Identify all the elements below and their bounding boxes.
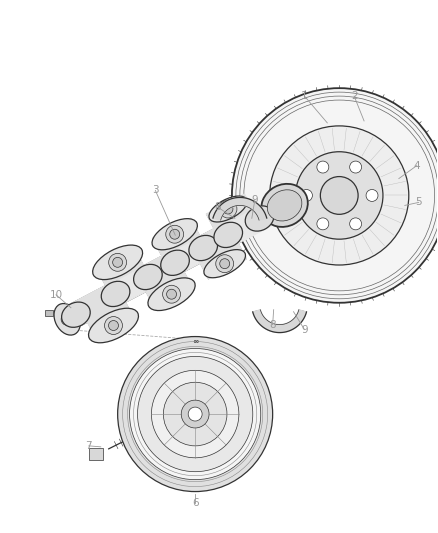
- Circle shape: [113, 257, 123, 268]
- Polygon shape: [135, 251, 194, 311]
- Circle shape: [162, 285, 180, 303]
- Text: 10: 10: [49, 290, 63, 300]
- Ellipse shape: [152, 219, 198, 250]
- Circle shape: [232, 88, 438, 303]
- Polygon shape: [189, 222, 247, 279]
- Ellipse shape: [93, 245, 143, 280]
- FancyBboxPatch shape: [89, 448, 103, 460]
- Circle shape: [109, 253, 127, 271]
- Circle shape: [166, 289, 177, 299]
- Circle shape: [105, 317, 123, 335]
- Ellipse shape: [62, 302, 90, 327]
- Text: 8: 8: [269, 320, 276, 329]
- Circle shape: [181, 400, 209, 428]
- Circle shape: [270, 126, 409, 265]
- Text: ∞: ∞: [192, 337, 198, 346]
- Ellipse shape: [245, 206, 274, 231]
- Circle shape: [138, 357, 253, 472]
- Text: 4: 4: [413, 160, 420, 171]
- Circle shape: [170, 229, 180, 239]
- Circle shape: [188, 407, 202, 421]
- Circle shape: [216, 255, 233, 272]
- Circle shape: [118, 336, 273, 491]
- Polygon shape: [76, 281, 136, 342]
- Text: 8: 8: [215, 203, 221, 212]
- Circle shape: [109, 320, 118, 330]
- Ellipse shape: [214, 222, 243, 247]
- Polygon shape: [95, 246, 144, 286]
- Text: 7: 7: [85, 441, 92, 451]
- Polygon shape: [206, 194, 252, 229]
- Text: 6: 6: [192, 498, 198, 508]
- Text: 9: 9: [301, 325, 308, 335]
- Circle shape: [61, 313, 73, 325]
- Circle shape: [220, 259, 230, 269]
- Ellipse shape: [261, 184, 308, 227]
- Circle shape: [166, 225, 184, 243]
- Circle shape: [317, 161, 329, 173]
- Ellipse shape: [267, 190, 302, 221]
- Ellipse shape: [101, 281, 130, 306]
- Circle shape: [366, 190, 378, 201]
- Ellipse shape: [189, 236, 218, 261]
- Ellipse shape: [161, 250, 189, 276]
- Circle shape: [296, 152, 383, 239]
- Circle shape: [152, 370, 239, 458]
- Ellipse shape: [88, 308, 138, 343]
- Ellipse shape: [148, 278, 195, 311]
- Text: 9: 9: [251, 196, 258, 205]
- Text: 2: 2: [351, 91, 357, 101]
- Circle shape: [320, 176, 358, 214]
- Text: 3: 3: [152, 185, 159, 196]
- Circle shape: [130, 349, 261, 480]
- Circle shape: [163, 382, 227, 446]
- FancyBboxPatch shape: [45, 310, 53, 316]
- Circle shape: [300, 190, 312, 201]
- Text: 5: 5: [415, 197, 422, 207]
- Ellipse shape: [209, 196, 247, 222]
- Circle shape: [317, 218, 329, 230]
- Polygon shape: [71, 195, 290, 325]
- Circle shape: [223, 204, 233, 214]
- Polygon shape: [213, 197, 267, 220]
- Ellipse shape: [54, 303, 80, 335]
- Circle shape: [350, 218, 362, 230]
- Text: 1: 1: [301, 91, 308, 101]
- Ellipse shape: [204, 249, 246, 278]
- Polygon shape: [152, 219, 200, 256]
- Ellipse shape: [134, 264, 162, 289]
- Circle shape: [219, 200, 237, 218]
- Polygon shape: [253, 310, 307, 333]
- Circle shape: [350, 161, 362, 173]
